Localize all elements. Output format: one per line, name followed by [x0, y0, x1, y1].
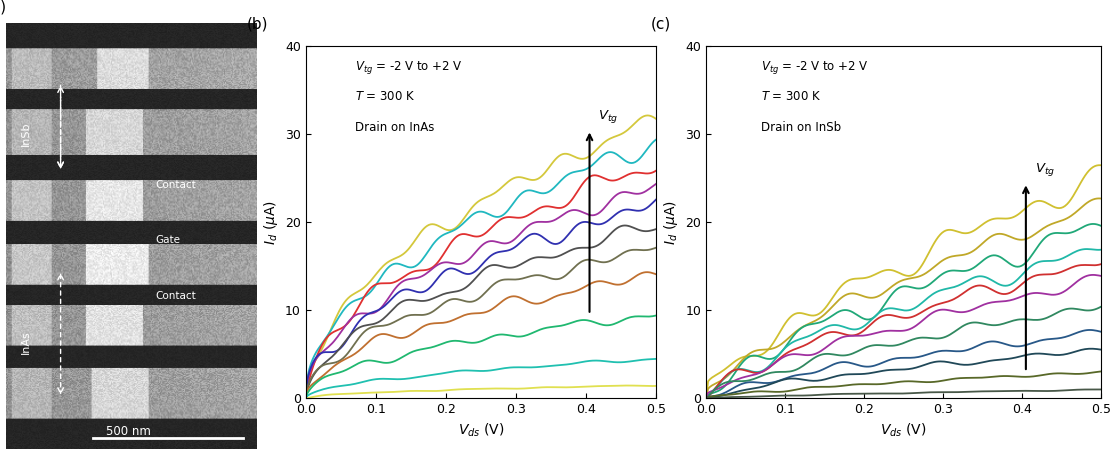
- Text: Gate: Gate: [156, 235, 180, 245]
- Text: (b): (b): [246, 16, 268, 32]
- Text: InAs: InAs: [21, 331, 30, 354]
- Text: Contact: Contact: [156, 290, 197, 300]
- Text: InSb: InSb: [21, 121, 30, 146]
- Text: Contact: Contact: [156, 180, 197, 190]
- Text: $T$ = 300 K: $T$ = 300 K: [355, 90, 416, 103]
- X-axis label: $V_{ds}$ (V): $V_{ds}$ (V): [881, 422, 926, 439]
- X-axis label: $V_{ds}$ (V): $V_{ds}$ (V): [458, 422, 504, 439]
- Y-axis label: $I_d$ ($\mu$A): $I_d$ ($\mu$A): [662, 200, 679, 245]
- Text: Drain on InSb: Drain on InSb: [762, 121, 842, 134]
- Text: Drain on InAs: Drain on InAs: [355, 121, 434, 134]
- Text: $V_{tg}$ = -2 V to +2 V: $V_{tg}$ = -2 V to +2 V: [762, 59, 870, 76]
- Text: 500 nm: 500 nm: [106, 425, 150, 438]
- Text: $V_{tg}$: $V_{tg}$: [598, 108, 618, 125]
- Y-axis label: $I_d$ ($\mu$A): $I_d$ ($\mu$A): [261, 200, 279, 245]
- Text: (a): (a): [0, 0, 7, 14]
- Text: (c): (c): [651, 16, 672, 32]
- Text: $V_{tg}$ = -2 V to +2 V: $V_{tg}$ = -2 V to +2 V: [355, 59, 463, 76]
- Text: $V_{tg}$: $V_{tg}$: [1035, 161, 1055, 178]
- Text: $T$ = 300 K: $T$ = 300 K: [762, 90, 822, 103]
